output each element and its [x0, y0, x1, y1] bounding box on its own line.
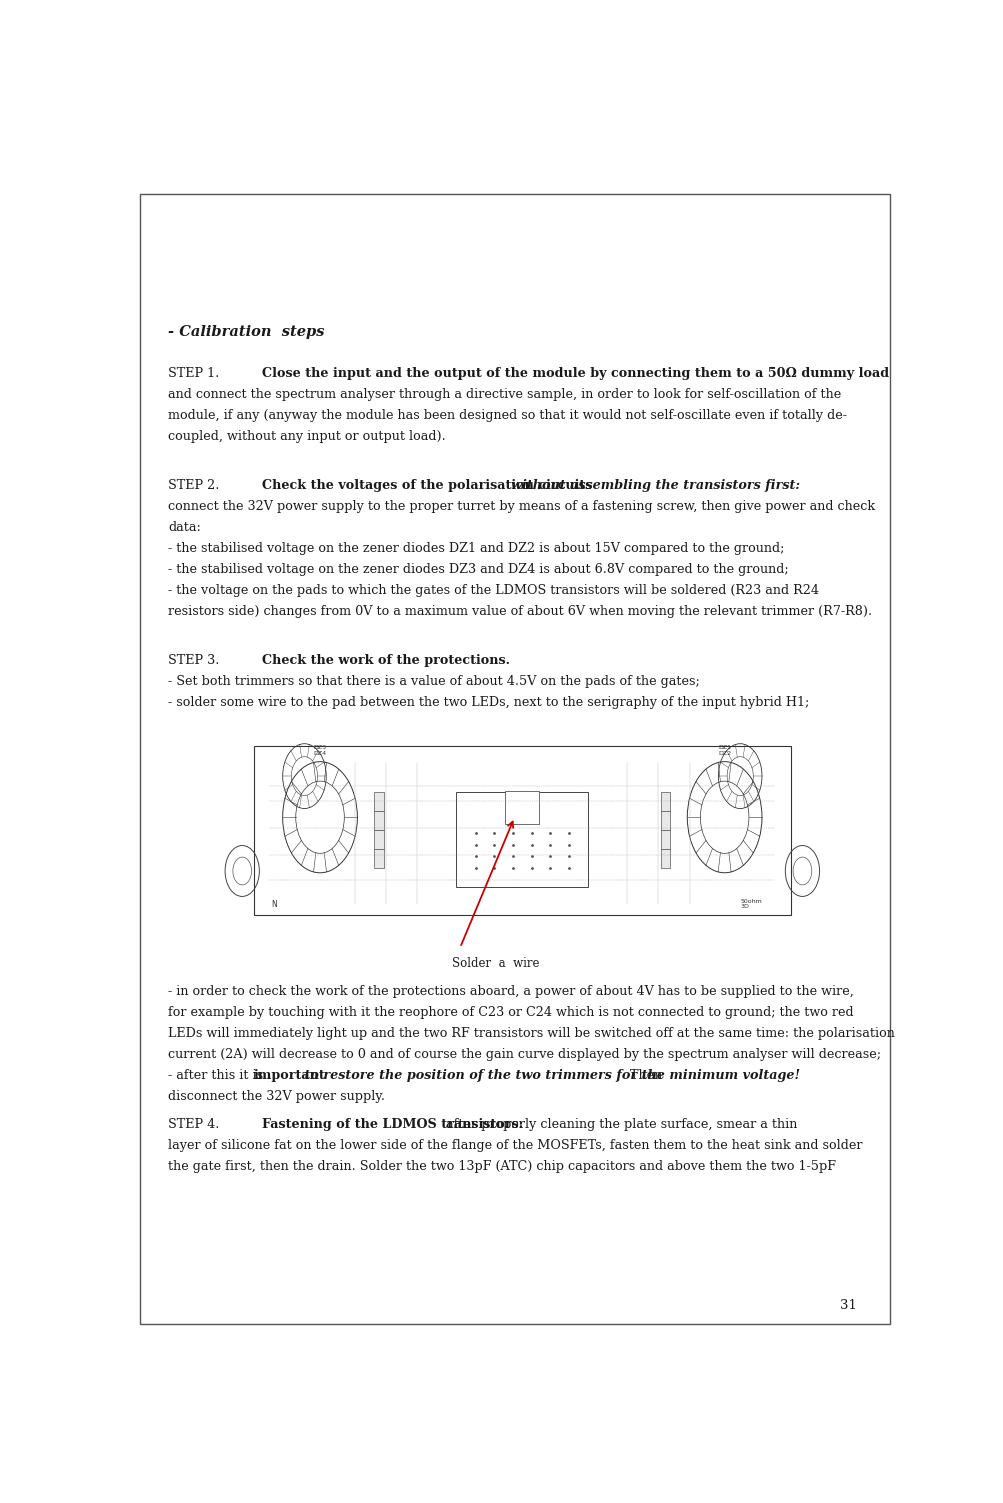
Bar	[250, 729, 794, 927]
Text: disconnect the 32V power supply.: disconnect the 32V power supply.	[169, 1090, 385, 1103]
Text: Check the voltages of the polarisation circuits: Check the voltages of the polarisation c…	[262, 478, 596, 491]
Bar	[374, 849, 383, 867]
Text: STEP 4.: STEP 4.	[169, 1118, 220, 1130]
Text: coupled, without any input or output load).: coupled, without any input or output loa…	[169, 430, 445, 443]
Text: STEP 3.: STEP 3.	[169, 654, 220, 666]
Text: Check the work of the protections.: Check the work of the protections.	[262, 654, 510, 666]
Bar	[660, 830, 670, 849]
Text: - after this it is: - after this it is	[169, 1069, 267, 1082]
Text: Solder  a  wire: Solder a wire	[452, 957, 540, 969]
Text: connect the 32V power supply to the proper turret by means of a fastening screw,: connect the 32V power supply to the prop…	[169, 499, 875, 513]
Text: DZ3
DZ4: DZ3 DZ4	[313, 745, 326, 756]
Text: module, if any (anyway the module has been designed so that it would not self-os: module, if any (anyway the module has be…	[169, 409, 847, 422]
Text: - in order to check the work of the protections aboard, a power of about 4V has : - in order to check the work of the prot…	[169, 984, 854, 998]
Bar	[660, 792, 670, 810]
Text: N: N	[271, 900, 277, 909]
Bar	[455, 792, 588, 887]
Text: 50ohm
3D: 50ohm 3D	[739, 899, 761, 909]
Bar	[660, 849, 670, 867]
Text: and connect the spectrum analyser through a directive sample, in order to look f: and connect the spectrum analyser throug…	[169, 388, 841, 401]
Text: after properly cleaning the plate surface, smear a thin: after properly cleaning the plate surfac…	[441, 1118, 796, 1130]
Text: data:: data:	[169, 520, 201, 534]
Text: STEP 2.: STEP 2.	[169, 478, 220, 491]
Text: - the stabilised voltage on the zener diodes DZ1 and DZ2 is about 15V compared t: - the stabilised voltage on the zener di…	[169, 541, 784, 555]
Text: - Calibration  steps: - Calibration steps	[169, 325, 325, 340]
Text: LEDs will immediately light up and the two RF transistors will be switched off a: LEDs will immediately light up and the t…	[169, 1027, 895, 1040]
Text: without assembling the transistors first:: without assembling the transistors first…	[511, 478, 799, 491]
Text: Close the input and the output of the module by connecting them to a 50Ω dummy l: Close the input and the output of the mo…	[262, 367, 888, 380]
Text: - Set both trimmers so that there is a value of about 4.5V on the pads of the ga: - Set both trimmers so that there is a v…	[169, 675, 699, 687]
Text: Then: Then	[626, 1069, 662, 1082]
Bar	[374, 792, 383, 810]
Text: STEP 1.: STEP 1.	[169, 367, 220, 380]
Text: - solder some wire to the pad between the two LEDs, next to the serigraphy of th: - solder some wire to the pad between th…	[169, 696, 808, 708]
Text: important: important	[254, 1069, 325, 1082]
Text: layer of silicone fat on the lower side of the flange of the MOSFETs, fasten the: layer of silicone fat on the lower side …	[169, 1139, 862, 1151]
Text: Fastening of the LDMOS transistors:: Fastening of the LDMOS transistors:	[262, 1118, 523, 1130]
Text: DZ1
DZ2: DZ1 DZ2	[717, 745, 730, 756]
Text: for example by touching with it the reophore of C23 or C24 which is not connecte: for example by touching with it the reop…	[169, 1006, 854, 1019]
Bar	[374, 830, 383, 849]
Text: the gate first, then the drain. Solder the two 13pF (ATC) chip capacitors and ab: the gate first, then the drain. Solder t…	[169, 1160, 835, 1172]
Text: current (2A) will decrease to 0 and of course the gain curve displayed by the sp: current (2A) will decrease to 0 and of c…	[169, 1048, 881, 1061]
Text: to restore the position of the two trimmers for the minimum voltage!: to restore the position of the two trimm…	[300, 1069, 799, 1082]
Bar	[660, 812, 670, 830]
Text: resistors side) changes from 0V to a maximum value of about 6V when moving the r: resistors side) changes from 0V to a max…	[169, 604, 872, 618]
Text: - the voltage on the pads to which the gates of the LDMOS transistors will be so: - the voltage on the pads to which the g…	[169, 583, 818, 597]
Bar	[374, 812, 383, 830]
Bar	[254, 745, 790, 915]
Text: - the stabilised voltage on the zener diodes DZ3 and DZ4 is about 6.8V compared : - the stabilised voltage on the zener di…	[169, 562, 788, 576]
Bar	[505, 791, 539, 824]
Text: 31: 31	[840, 1299, 857, 1312]
